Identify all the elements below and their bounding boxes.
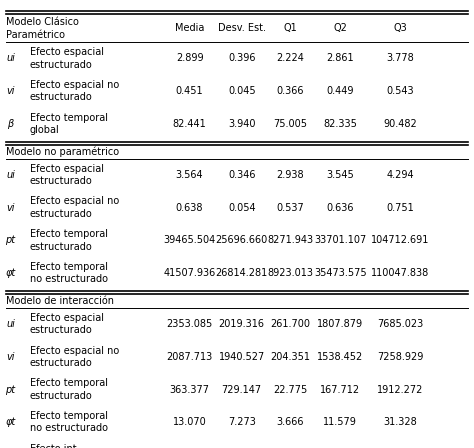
Text: 75.005: 75.005 [273,119,308,129]
Text: 8271.943: 8271.943 [267,235,314,246]
Text: Modelo de interacción: Modelo de interacción [6,296,114,306]
Text: 0.537: 0.537 [277,202,304,213]
Text: 0.396: 0.396 [228,53,255,64]
Text: pt: pt [5,235,16,246]
Text: 0.045: 0.045 [228,86,255,96]
Text: 0.451: 0.451 [176,86,203,96]
Text: 2087.713: 2087.713 [166,352,213,362]
Text: 25696.660: 25696.660 [216,235,268,246]
Text: 167.712: 167.712 [320,384,360,395]
Text: 13.070: 13.070 [173,417,207,427]
Text: 2353.085: 2353.085 [166,319,213,329]
Text: 104712.691: 104712.691 [371,235,430,246]
Text: 3.666: 3.666 [277,417,304,427]
Text: 4.294: 4.294 [387,170,414,180]
Text: 2.938: 2.938 [277,170,304,180]
Text: 2.224: 2.224 [277,53,304,64]
Text: 41507.936: 41507.936 [164,268,216,278]
Text: β: β [7,119,14,129]
Text: 204.351: 204.351 [271,352,310,362]
Text: vi: vi [6,86,15,96]
Text: 39465.504: 39465.504 [164,235,216,246]
Text: 1912.272: 1912.272 [377,384,424,395]
Text: 363.377: 363.377 [170,384,210,395]
Text: φt: φt [5,268,16,278]
Text: 110047.838: 110047.838 [372,268,429,278]
Text: 7258.929: 7258.929 [377,352,424,362]
Text: 7.273: 7.273 [228,417,255,427]
Text: 0.054: 0.054 [228,202,255,213]
Text: 1538.452: 1538.452 [317,352,364,362]
Text: 22.775: 22.775 [273,384,308,395]
Text: Efecto temporal
estructurado: Efecto temporal estructurado [30,378,108,401]
Text: 0.638: 0.638 [176,202,203,213]
Text: 33701.107: 33701.107 [314,235,366,246]
Text: 31.328: 31.328 [383,417,418,427]
Text: 35473.575: 35473.575 [314,268,367,278]
Text: 3.545: 3.545 [327,170,354,180]
Text: Desv. Est.: Desv. Est. [218,23,266,33]
Text: 0.751: 0.751 [387,202,414,213]
Text: 3.940: 3.940 [228,119,255,129]
Text: 2.861: 2.861 [327,53,354,64]
Text: vi: vi [6,352,15,362]
Text: 3.778: 3.778 [387,53,414,64]
Text: Media: Media [175,23,204,33]
Text: 11.579: 11.579 [323,417,357,427]
Text: ui: ui [6,170,15,180]
Text: Efecto espacial
estructurado: Efecto espacial estructurado [30,313,104,335]
Text: 0.543: 0.543 [387,86,414,96]
Text: Efecto temporal
global: Efecto temporal global [30,112,108,135]
Text: 0.449: 0.449 [327,86,354,96]
Text: Efecto espacial no
estructurado: Efecto espacial no estructurado [30,196,119,219]
Text: Modelo Clásico
Paramétrico: Modelo Clásico Paramétrico [6,17,79,39]
Text: Efecto temporal
no estructurado: Efecto temporal no estructurado [30,262,108,284]
Text: Efecto espacial
estructurado: Efecto espacial estructurado [30,47,104,69]
Text: 82.441: 82.441 [173,119,207,129]
Text: Efecto temporal
no estructurado: Efecto temporal no estructurado [30,411,108,433]
Text: 0.366: 0.366 [277,86,304,96]
Text: Efecto espacial no
estructurado: Efecto espacial no estructurado [30,80,119,102]
Text: Efecto temporal
estructurado: Efecto temporal estructurado [30,229,108,251]
Text: Efecto int.
espacio-temporal: Efecto int. espacio-temporal [30,444,115,448]
Text: Q1: Q1 [283,23,298,33]
Text: 1807.879: 1807.879 [317,319,364,329]
Text: 90.482: 90.482 [383,119,418,129]
Text: 2019.316: 2019.316 [219,319,265,329]
Text: vi: vi [6,202,15,213]
Text: 0.636: 0.636 [327,202,354,213]
Text: φt: φt [5,417,16,427]
Text: ui: ui [6,53,15,64]
Text: 8923.013: 8923.013 [267,268,314,278]
Text: 261.700: 261.700 [271,319,310,329]
Text: ui: ui [6,319,15,329]
Text: pt: pt [5,384,16,395]
Text: 82.335: 82.335 [323,119,357,129]
Text: Q3: Q3 [393,23,408,33]
Text: 1940.527: 1940.527 [219,352,265,362]
Text: Efecto espacial no
estructurado: Efecto espacial no estructurado [30,346,119,368]
Text: 0.346: 0.346 [228,170,255,180]
Text: Modelo no paramétrico: Modelo no paramétrico [6,146,119,157]
Text: 2.899: 2.899 [176,53,203,64]
Text: 7685.023: 7685.023 [377,319,424,329]
Text: 26814.281: 26814.281 [216,268,268,278]
Text: Efecto espacial
estructurado: Efecto espacial estructurado [30,164,104,186]
Text: 729.147: 729.147 [222,384,262,395]
Text: 3.564: 3.564 [176,170,203,180]
Text: Q2: Q2 [333,23,347,33]
